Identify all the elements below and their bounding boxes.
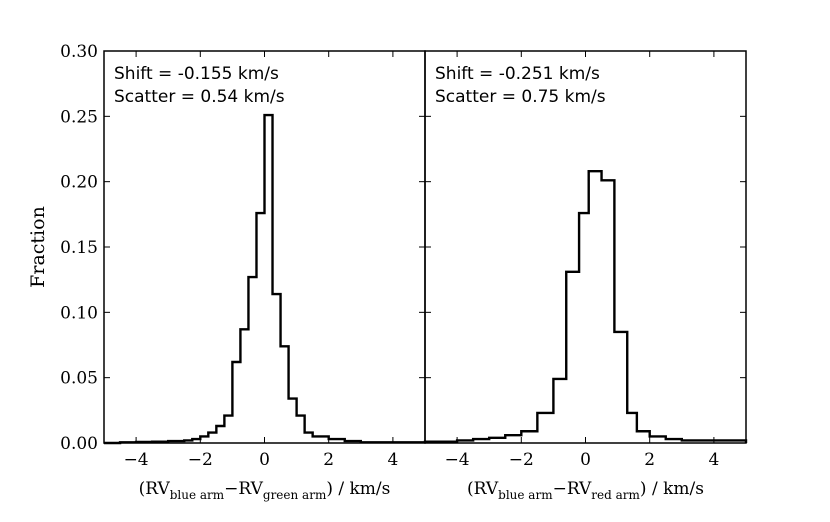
x-tick-label: 2 [323, 450, 334, 470]
x-tick-label: 4 [387, 450, 398, 470]
x-axis-label: (RVblue arm−RVred arm) / km/s [467, 479, 704, 502]
plot-frame [103, 50, 426, 444]
x-label-text: (RV [139, 479, 171, 499]
histogram-series [104, 113, 427, 445]
histogram-series [423, 170, 748, 443]
y-tick-label: 0.15 [60, 238, 98, 258]
x-label-text: −RV [553, 479, 592, 499]
panel-1: −4 −2 0 2 4 0.00 0.05 0.10 0.15 0.20 0.25 0.30 Shift… [60, 42, 427, 502]
x-tick-label: 0 [259, 450, 270, 470]
y-tick-label: 0.25 [60, 107, 98, 127]
x-label-text: ) / km/s [326, 479, 390, 499]
y-tick-label: 0.20 [60, 173, 98, 193]
x-axis-label: (RVblue arm−RVgreen arm) / km/s [139, 479, 391, 502]
y-tick-label: 0.10 [60, 303, 98, 323]
x-label-subscript: blue arm [498, 488, 553, 502]
x-tick-label: −2 [509, 450, 534, 470]
x-label-subscript: red arm [591, 488, 640, 502]
shift-annotation: Shift = -0.155 km/s [114, 64, 279, 84]
shift-annotation: Shift = -0.251 km/s [435, 64, 600, 84]
y-tick-label: 0.00 [60, 434, 98, 454]
scatter-annotation: Scatter = 0.75 km/s [435, 87, 606, 107]
x-label-subscript: blue arm [170, 488, 225, 502]
x-tick-label: −4 [445, 450, 470, 470]
x-tick-label: −4 [124, 450, 149, 470]
x-label-text: −RV [224, 479, 263, 499]
plot-frame [424, 50, 747, 444]
x-tick-label: 4 [708, 450, 719, 470]
x-label-text: ) / km/s [640, 479, 704, 499]
scatter-annotation: Scatter = 0.54 km/s [114, 87, 285, 107]
x-label-text: (RV [467, 479, 499, 499]
y-axis-label: Fraction [27, 206, 49, 288]
x-label-subscript: green arm [263, 488, 327, 502]
x-tick-label: 0 [580, 450, 591, 470]
x-tick-label: −2 [188, 450, 213, 470]
y-tick-label: 0.05 [60, 369, 98, 389]
panel-2: −4 −2 0 2 4 Shift = -0.251 km/s Scatter = 0.75… [423, 50, 748, 502]
y-tick-label: 0.30 [60, 42, 98, 62]
x-tick-label: 2 [644, 450, 655, 470]
